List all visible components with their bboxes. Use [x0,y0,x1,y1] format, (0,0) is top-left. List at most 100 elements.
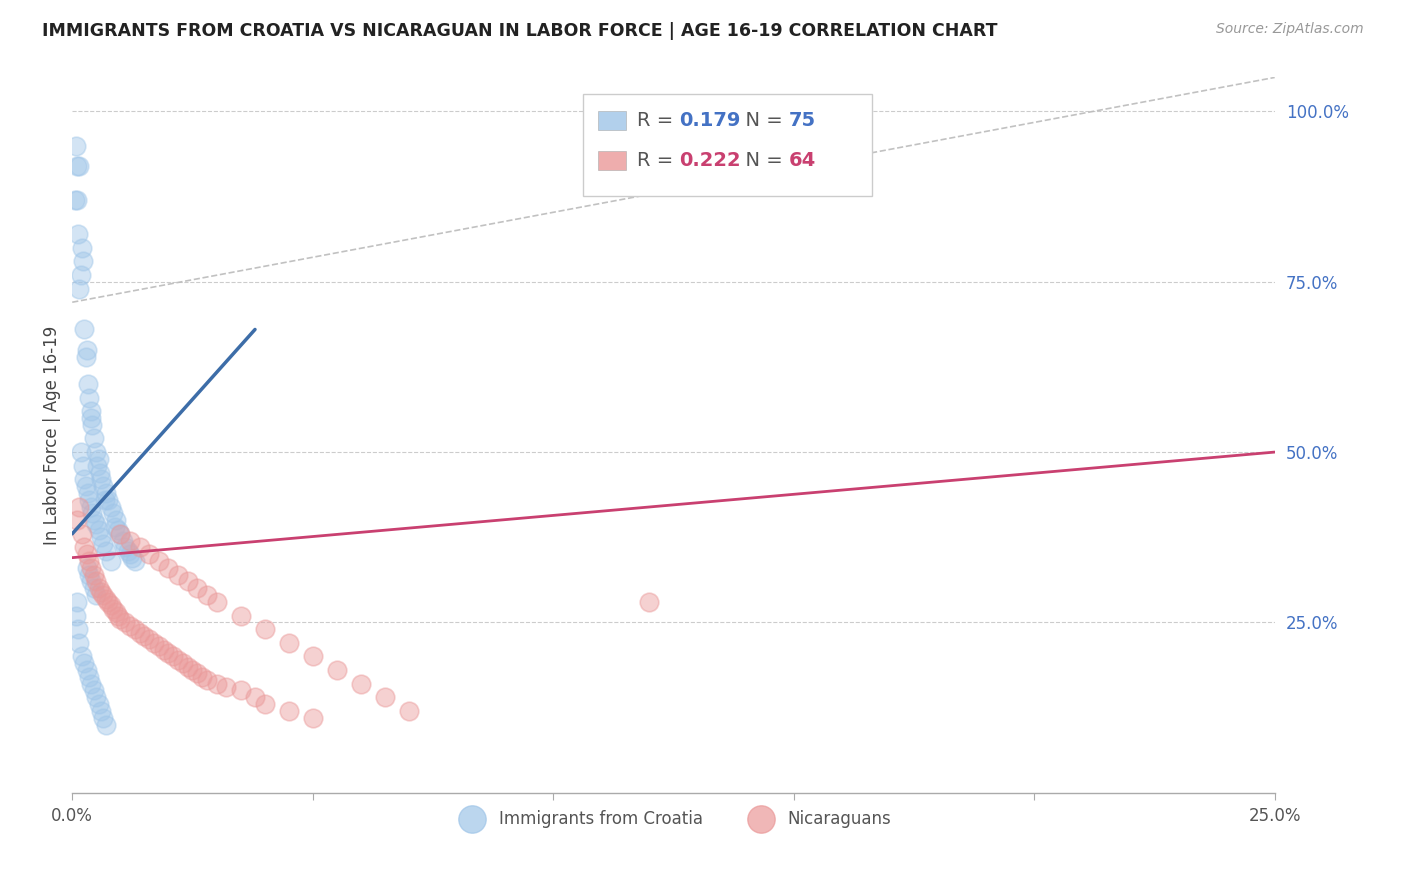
Point [90,584,112,599]
Text: 75: 75 [789,111,815,130]
Point [107,608,129,623]
Text: N =: N = [733,151,789,170]
Point [70,268,93,282]
Point [65,608,87,623]
Point [65,138,87,153]
Point [87,524,110,538]
Point [83,683,105,698]
Point [205,676,228,690]
Point [205,595,228,609]
Point [398,704,420,718]
Point [83,432,105,446]
Point [253,622,276,636]
Point [114,541,136,555]
Point [157,561,180,575]
Point [80,561,103,575]
Point [76,486,98,500]
Point [134,629,156,643]
Point [63,193,86,207]
Point [114,615,136,630]
Point [73,322,96,336]
Point [77,391,100,405]
Point [77,554,100,568]
Point [111,533,134,548]
Point [87,697,110,711]
Point [80,574,103,589]
Point [121,550,143,565]
Point [253,697,276,711]
Point [82,507,104,521]
Point [186,582,208,596]
Point [94,591,117,606]
Point [69,636,91,650]
Point [128,625,150,640]
Point [176,659,198,673]
Point [70,241,93,255]
Point [107,524,129,538]
Point [82,417,104,432]
Point [229,608,252,623]
Point [110,526,132,541]
Point [93,711,115,725]
Text: 64: 64 [789,151,815,170]
Point [124,622,146,636]
Point [84,690,107,705]
Point [75,350,97,364]
Point [93,588,115,602]
Point [110,612,132,626]
Point [186,666,208,681]
Point [77,492,100,507]
Point [69,159,91,173]
Point [84,445,107,459]
Point [243,690,266,705]
Point [117,544,139,558]
Point [191,670,214,684]
Point [87,451,110,466]
Point [69,500,91,514]
Point [124,554,146,568]
Point [152,642,174,657]
Point [301,711,323,725]
Point [83,567,105,582]
Point [83,513,105,527]
Point [167,567,190,582]
Text: R =: R = [637,111,679,130]
Point [94,544,117,558]
Point [97,492,120,507]
Point [72,254,94,268]
Y-axis label: In Labor Force | Age 16-19: In Labor Force | Age 16-19 [44,326,60,545]
Point [128,541,150,555]
Point [66,193,89,207]
Point [104,605,127,619]
Point [84,574,107,589]
Point [100,554,122,568]
Point [84,588,107,602]
Point [118,533,141,548]
Point [138,632,160,647]
Point [181,663,204,677]
Point [94,717,117,731]
Point [77,567,100,582]
Point [97,595,120,609]
Text: 0.222: 0.222 [679,151,741,170]
Point [101,601,124,615]
Point [110,526,132,541]
Point [79,411,101,425]
Point [86,458,108,473]
Point [70,649,93,664]
Point [138,547,160,561]
Point [76,663,98,677]
Text: Source: ZipAtlas.com: Source: ZipAtlas.com [1216,22,1364,37]
Point [76,343,98,357]
Point [84,516,107,531]
Point [72,458,94,473]
Point [90,472,112,486]
Point [90,530,112,544]
Point [143,636,166,650]
Point [87,582,110,596]
Text: 0.179: 0.179 [679,111,741,130]
Point [66,159,89,173]
Point [69,282,91,296]
Point [374,690,396,705]
Point [100,500,122,514]
